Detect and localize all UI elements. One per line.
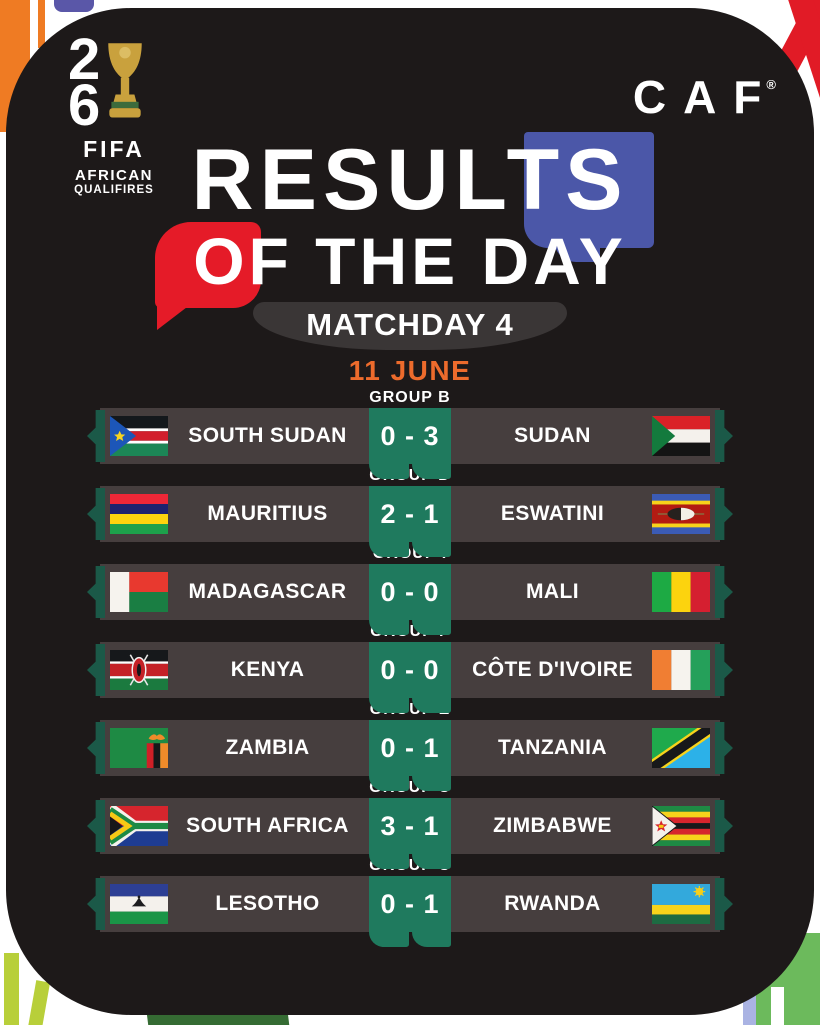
match-bar: ZAMBIA TANZANIA 0 - 1 (100, 720, 720, 791)
away-team-name: CÔTE D'IVOIRE (472, 658, 633, 681)
badge-lobe (411, 932, 451, 947)
tanzania-flag (652, 728, 710, 768)
kenya-flag (110, 650, 168, 690)
zambia-flag (110, 728, 168, 768)
score-text: 2 - 1 (380, 498, 440, 529)
score-text: 0 - 1 (380, 888, 440, 919)
mauritius-flag (110, 494, 168, 534)
home-team-name: MAURITIUS (207, 502, 328, 525)
title-line-1-text: RESULTS (191, 132, 629, 228)
score-badge: 0 - 0 (369, 642, 451, 713)
title-block: RESULTS OF THE DAY (0, 132, 820, 330)
rwanda-flag (652, 884, 710, 924)
match-bar: KENYA CÔTE D'IVOIRE 0 - 0 (100, 642, 720, 713)
registered-mark: ® (766, 77, 776, 92)
bg-purple-tab (54, 0, 94, 12)
bg-lime-strip (4, 953, 19, 1025)
match-bar: LESOTHO RWANDA 0 - 1 (100, 876, 720, 947)
match-bar: SOUTH SUDAN SUDAN 0 - 3 (100, 408, 720, 479)
badge-lobe (369, 620, 409, 635)
score-badge: 0 - 3 (369, 408, 451, 479)
home-team-name: ZAMBIA (225, 736, 310, 759)
bg-orange-strip-thin (38, 0, 45, 48)
madagascar-flag (110, 572, 168, 612)
away-team-name: ZIMBABWE (493, 814, 612, 837)
score-text: 0 - 1 (380, 732, 440, 763)
title-line-1: RESULTS (191, 132, 655, 262)
badge-lobe (369, 932, 409, 947)
badge-lobe (411, 854, 451, 869)
away-team-name: SUDAN (514, 424, 591, 447)
badge-lobe (411, 542, 451, 557)
badge-lobe (369, 542, 409, 557)
score-badge: 3 - 1 (369, 798, 451, 869)
digit-6: 6 (68, 73, 101, 138)
score-text: 0 - 0 (380, 654, 440, 685)
score-badge: 0 - 0 (369, 564, 451, 635)
badge-lobe (411, 464, 451, 479)
logo-tagline-1: AFRICAN (75, 167, 153, 184)
match-row: GROUP F KENYA CÔTE D'IVOIRE (86, 622, 734, 713)
badge-lobe (369, 464, 409, 479)
cote-divoire-flag (652, 650, 710, 690)
match-bar: SOUTH AFRICA ZIMBABWE 3 - 1 (100, 798, 720, 869)
south-sudan-flag (110, 416, 168, 456)
caf-wordmark: CAF (632, 71, 779, 123)
score-text: 3 - 1 (380, 810, 440, 841)
badge-lobe (411, 620, 451, 635)
zimbabwe-flag (652, 806, 710, 846)
eswatini-flag (652, 494, 710, 534)
fifa-wc26-logo: 2 6 FIFA AFRICAN QUALIFIRES (60, 27, 168, 197)
away-team-name: RWANDA (504, 892, 601, 915)
match-bar: MAURITIUS ESWATINI 2 - 1 (100, 486, 720, 557)
badge-lobe (369, 776, 409, 791)
score-text: 0 - 0 (380, 576, 440, 607)
home-team-name: LESOTHO (215, 892, 320, 915)
world-cup-trophy-icon (108, 43, 142, 118)
score-badge: 2 - 1 (369, 486, 451, 557)
away-team-name: TANZANIA (498, 736, 607, 759)
wc26-digits: 2 6 (60, 27, 168, 138)
badge-lobe (369, 698, 409, 713)
title-line-2: OF THE DAY (155, 222, 627, 330)
away-team-name: ESWATINI (500, 502, 605, 525)
logo-tagline-2: QUALIFIRES (74, 184, 154, 196)
match-row: GROUP D MAURITIUS ESWATINI 2 - 1 (86, 466, 734, 557)
home-team-name: KENYA (230, 658, 305, 681)
bg-white-strip (771, 987, 784, 1025)
group-label: GROUP B (369, 389, 451, 406)
results-list: GROUP B SOUTH SUDAN SUDAN 0 - 3 (86, 388, 734, 947)
badge-lobe (411, 776, 451, 791)
score-badge: 0 - 1 (369, 876, 451, 947)
score-text: 0 - 3 (380, 420, 440, 451)
mali-flag (652, 572, 710, 612)
lesotho-flag (110, 884, 168, 924)
bg-lime-strip (27, 980, 51, 1025)
digit-2: 2 (68, 27, 101, 92)
home-team-name: SOUTH SUDAN (188, 424, 347, 447)
caf-logo: CAF® (633, 70, 776, 124)
fifa-wordmark: FIFA (83, 136, 145, 162)
home-team-name: MADAGASCAR (188, 580, 347, 603)
sudan-flag (652, 416, 710, 456)
home-team-name: SOUTH AFRICA (186, 814, 349, 837)
match-bar: MADAGASCAR MALI 0 - 0 (100, 564, 720, 635)
score-badge: 0 - 1 (369, 720, 451, 791)
badge-lobe (411, 698, 451, 713)
match-row: GROUP C LESOTHO RWANDA (86, 856, 734, 947)
match-row: GROUP B SOUTH SUDAN SUDAN 0 - 3 (86, 388, 734, 479)
date-label: 11 JUNE (348, 355, 472, 386)
badge-lobe (369, 854, 409, 869)
title-line-2-text: OF THE DAY (193, 224, 627, 298)
match-row: GROUP I MADAGASCAR MALI 0 - 0 (86, 544, 734, 635)
south-africa-flag (110, 806, 168, 846)
away-team-name: MALI (526, 580, 579, 603)
